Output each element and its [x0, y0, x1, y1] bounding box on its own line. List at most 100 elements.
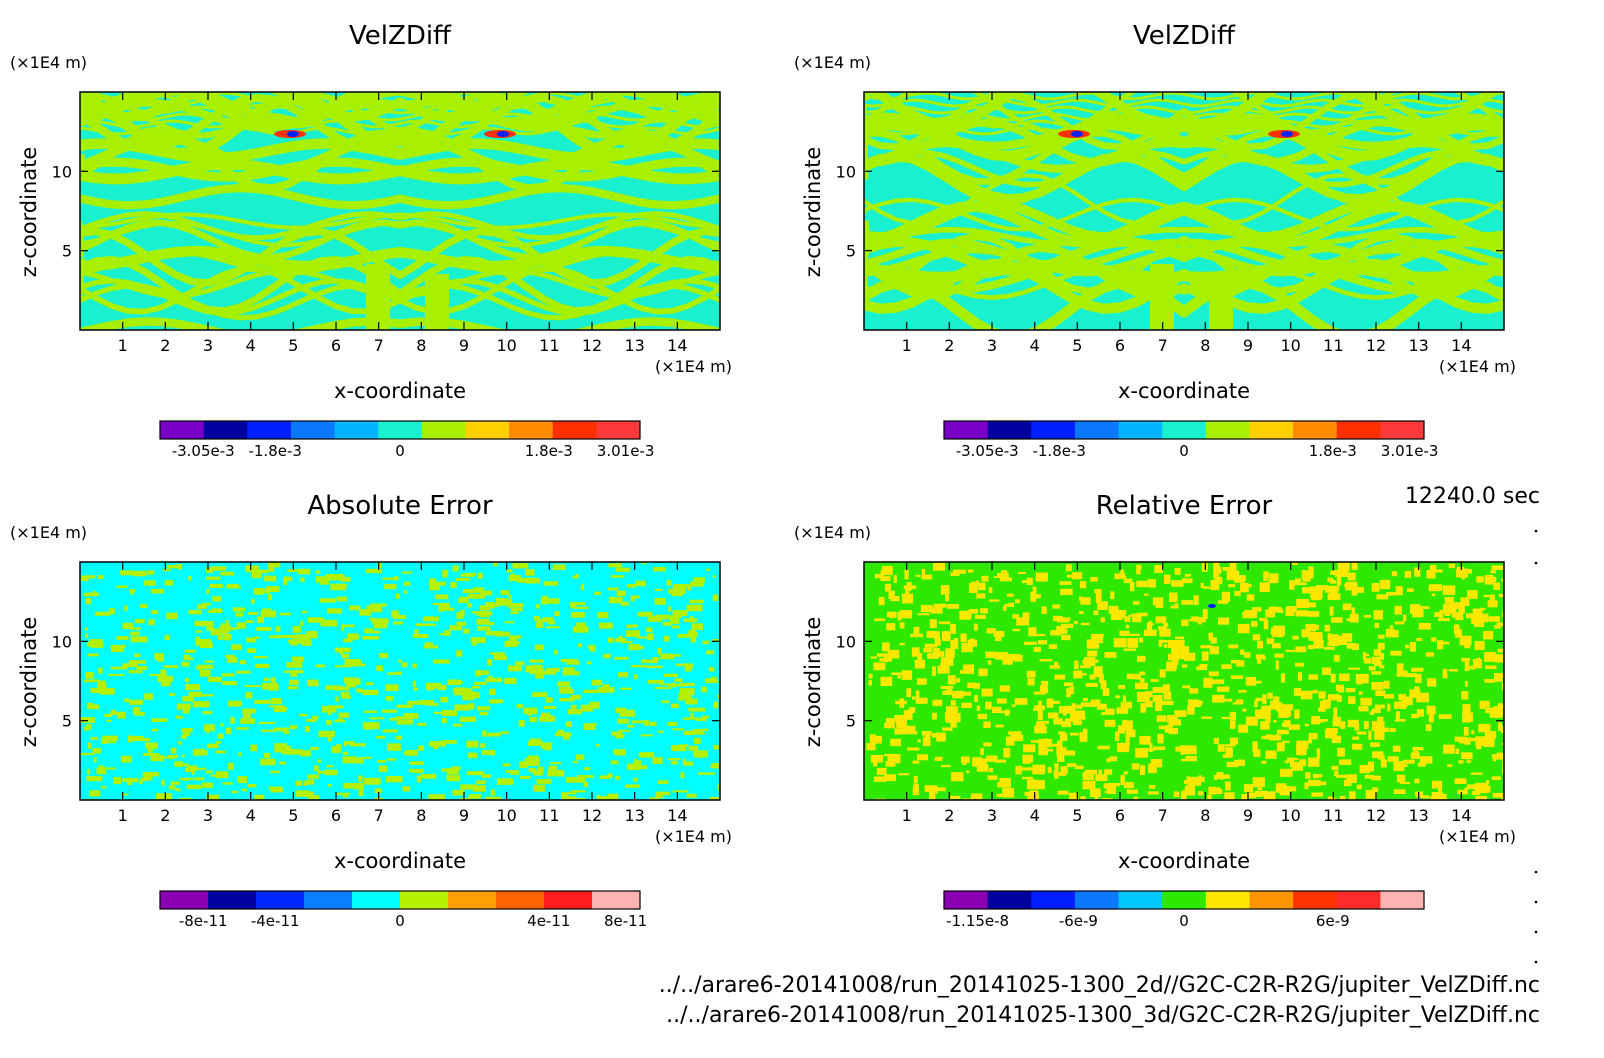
heatmap-speckle	[1147, 791, 1159, 795]
heatmap-speckle	[1483, 594, 1491, 598]
heatmap-speckle	[1285, 607, 1295, 617]
heatmap-speckle	[1460, 597, 1470, 607]
heatmap-speckle	[634, 674, 638, 680]
heatmap-speckle	[1090, 788, 1101, 798]
heatmap-speckle	[1411, 667, 1424, 672]
heatmap-speckle	[1185, 755, 1197, 762]
heatmap-speckle	[86, 776, 103, 782]
heatmap-speckle	[220, 723, 224, 727]
heatmap-speckle	[1442, 585, 1456, 595]
x-tick-label: 7	[1158, 336, 1168, 355]
heatmap-speckle	[176, 763, 189, 767]
heatmap-speckle	[132, 707, 141, 715]
heatmap-speckle	[945, 594, 950, 602]
heatmap-speckle	[163, 665, 178, 669]
heatmap-speckle	[563, 796, 577, 800]
heatmap-speckle	[245, 619, 254, 624]
heatmap-speckle	[1383, 680, 1390, 689]
heatmap-speckle	[1207, 794, 1212, 800]
heatmap-speckle	[975, 614, 986, 619]
heatmap-speckle	[683, 730, 694, 736]
heatmap-speckle	[1409, 642, 1416, 652]
heatmap-speckle	[1089, 674, 1096, 680]
heatmap-speckle	[1065, 564, 1072, 572]
heatmap-speckle	[151, 588, 164, 594]
heatmap-speckle	[1079, 732, 1088, 742]
heatmap-speckle	[1038, 747, 1049, 756]
heatmap-speckle	[1313, 639, 1324, 649]
heatmap-band	[80, 126, 720, 136]
heatmap-speckle	[1162, 684, 1170, 692]
heatmap-speckle	[493, 562, 498, 567]
heatmap-speckle	[570, 694, 581, 700]
heatmap-speckle	[188, 691, 202, 698]
heatmap-speckle	[1313, 774, 1323, 778]
heatmap-speckle	[1046, 698, 1054, 708]
heatmap-speckle	[220, 571, 234, 576]
heatmap-band	[80, 245, 720, 272]
heatmap-speckle	[543, 671, 557, 675]
heatmap-speckle	[116, 636, 129, 640]
heatmap-speckle	[1351, 562, 1358, 570]
heatmap-speckle	[1056, 747, 1067, 756]
heatmap-speckle	[537, 619, 549, 623]
heatmap-speckle	[1265, 715, 1271, 723]
heatmap-speckle	[953, 569, 966, 574]
heatmap-speckle	[1249, 680, 1262, 684]
heatmap-speckle	[941, 657, 954, 666]
heatmap-speckle	[85, 671, 94, 679]
heatmap-speckle	[1128, 633, 1140, 637]
heatmap-speckle	[1480, 607, 1486, 611]
heatmap-speckle	[1123, 720, 1133, 730]
colorbar-tick-label: 3.01e-3	[597, 442, 655, 460]
heatmap-speckle	[1181, 664, 1188, 668]
heatmap-speckle	[627, 584, 636, 588]
heatmap-speckle	[1290, 761, 1303, 768]
heatmap-speckle	[1262, 655, 1266, 660]
heatmap-speckle	[1097, 745, 1110, 750]
heatmap-speckle	[510, 608, 523, 612]
heatmap-speckle	[670, 703, 680, 709]
heatmap-speckle	[913, 775, 918, 783]
heatmap-speckle	[1252, 607, 1262, 612]
heatmap-speckle	[85, 597, 92, 605]
heatmap-speckle	[1396, 774, 1406, 783]
colorbar-tick-label: -3.05e-3	[172, 442, 235, 460]
heatmap-speckle	[1448, 669, 1459, 672]
heatmap-speckle	[983, 721, 991, 729]
heatmap-speckle	[1135, 748, 1148, 758]
heatmap-speckle	[1004, 604, 1009, 607]
heatmap-speckle	[1173, 791, 1180, 798]
heatmap-speckle	[418, 745, 425, 751]
heatmap-speckle	[1280, 768, 1293, 777]
heatmap-speckle	[1069, 686, 1075, 694]
heatmap-speckle	[1180, 639, 1184, 644]
heatmap-speckle	[378, 765, 388, 773]
heatmap-speckle	[258, 721, 276, 724]
heatmap-speckle	[334, 647, 351, 653]
heatmap-speckle	[987, 775, 998, 780]
heatmap-speckle	[1416, 637, 1423, 641]
heatmap-speckle	[147, 570, 155, 575]
heatmap-speckle	[1275, 702, 1283, 712]
heatmap-speckle	[545, 626, 561, 629]
heatmap-speckle	[880, 676, 893, 687]
colorbar-swatch	[987, 891, 1032, 909]
heatmap-speckle	[306, 718, 317, 723]
heatmap-speckle	[1466, 665, 1476, 670]
heatmap-speckle	[1315, 585, 1328, 591]
heatmap-speckle	[626, 624, 635, 628]
heatmap-speckle	[1416, 794, 1425, 798]
colorbar-swatch	[334, 421, 379, 439]
heatmap-speckle	[1336, 576, 1342, 586]
heatmap-speckle	[1053, 718, 1063, 725]
colorbar-tick-label: 1.8e-3	[525, 442, 573, 460]
heatmap-speckle	[1075, 765, 1084, 770]
heatmap-speckle	[1335, 569, 1348, 577]
heatmap-speckle	[962, 691, 972, 696]
heatmap-speckle	[500, 731, 509, 734]
heatmap-speckle	[897, 611, 902, 621]
heatmap-speckle	[1053, 661, 1059, 666]
heatmap-speckle	[982, 614, 986, 619]
heatmap-speckle	[1257, 640, 1264, 649]
